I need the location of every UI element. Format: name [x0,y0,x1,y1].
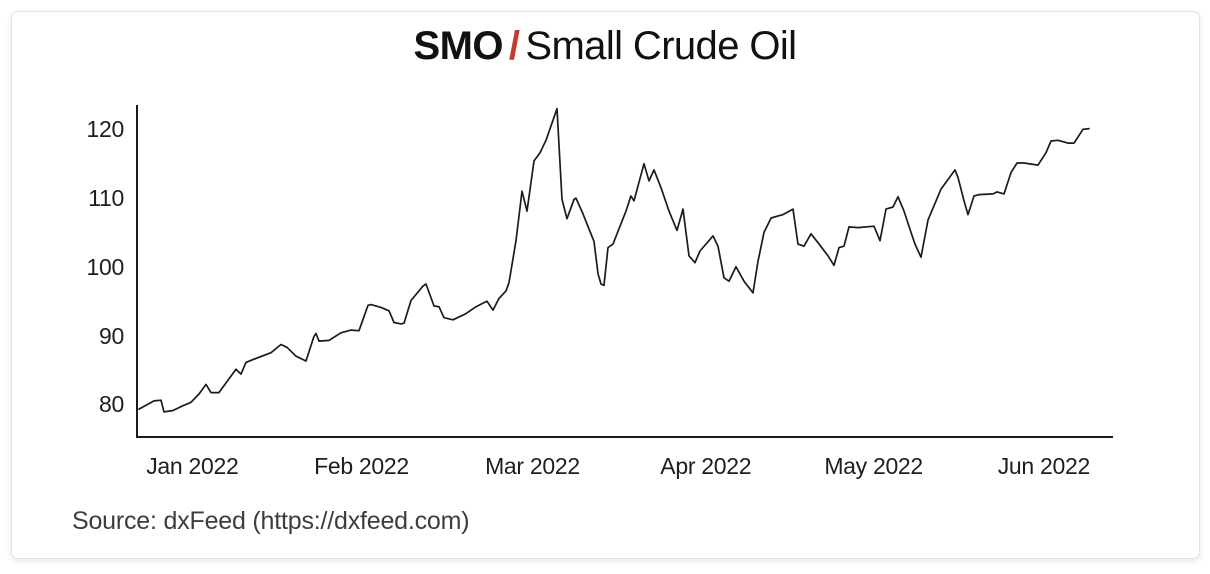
x-axis-label-may-2022: May 2022 [824,453,923,479]
x-axis-label-apr-2022: Apr 2022 [660,453,752,479]
y-axis-label-110: 110 [88,185,124,212]
chart-title: SMO / Small Crude Oil [0,24,1210,69]
x-axis-label-jan-2022: Jan 2022 [146,453,239,479]
chart-card [11,11,1200,559]
title-instrument-name: Small Crude Oil [525,24,797,68]
y-axis-label-90: 90 [99,322,124,349]
y-axis-label-80: 80 [99,391,124,418]
y-axis-label-100: 100 [86,253,125,280]
y-axis-label-120: 120 [86,116,125,143]
x-axis-label-feb-2022: Feb 2022 [314,453,409,479]
x-axis-label-mar-2022: Mar 2022 [485,453,580,479]
x-axis-label-jun-2022: Jun 2022 [997,453,1091,479]
source-note: Source: dxFeed (https://dxfeed.com) [72,507,470,535]
price-chart [136,105,1113,438]
title-symbol: SMO [413,24,504,68]
price-line [138,107,1090,413]
title-separator: / [508,24,520,68]
